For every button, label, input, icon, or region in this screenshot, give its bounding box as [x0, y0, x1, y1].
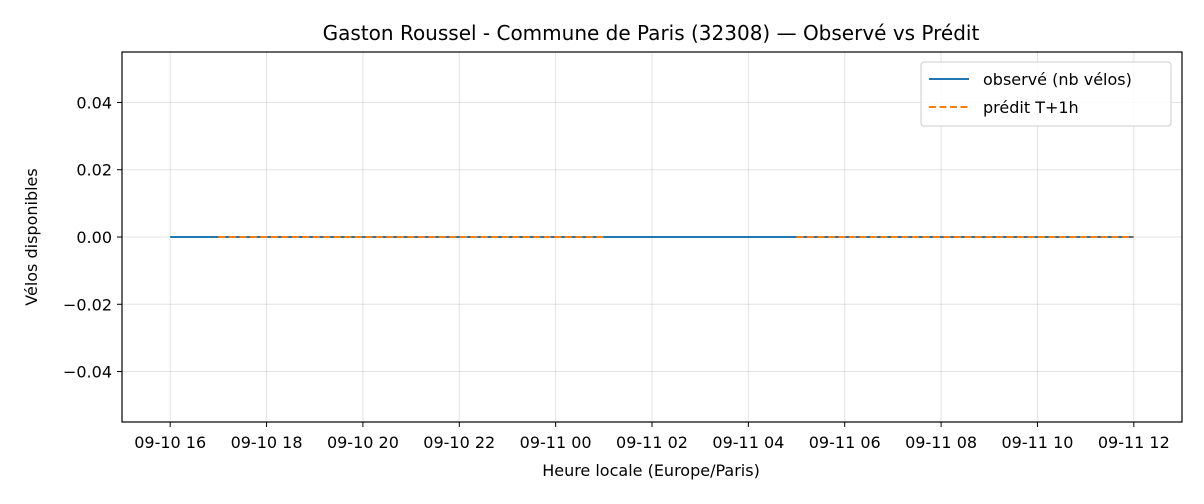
x-tick-label: 09-11 00	[520, 433, 592, 452]
x-tick-label: 09-10 20	[327, 433, 399, 452]
y-tick-label: 0.00	[76, 228, 112, 247]
y-axis-label: Vélos disponibles	[22, 168, 41, 305]
x-tick-label: 09-11 04	[712, 433, 784, 452]
y-axis: −0.04 −0.02 0.00 0.02 0.04	[63, 93, 122, 382]
y-tick-label: −0.02	[63, 295, 112, 314]
x-tick-label: 09-11 10	[1001, 433, 1073, 452]
legend-label-predicted: prédit T+1h	[983, 98, 1079, 117]
chart-title: Gaston Roussel - Commune de Paris (32308…	[323, 21, 980, 45]
x-axis-label: Heure locale (Europe/Paris)	[542, 461, 760, 480]
x-tick-label: 09-10 16	[134, 433, 206, 452]
x-tick-label: 09-10 18	[231, 433, 303, 452]
x-tick-label: 09-10 22	[423, 433, 495, 452]
y-tick-label: 0.02	[76, 161, 112, 180]
legend-label-observed: observé (nb vélos)	[983, 70, 1132, 89]
y-tick-label: 0.04	[76, 93, 112, 112]
legend: observé (nb vélos) prédit T+1h	[920, 61, 1172, 127]
x-tick-label: 09-11 02	[616, 433, 688, 452]
x-axis: 09-10 16 09-10 18 09-10 20 09-10 22 09-11 00…	[134, 422, 1170, 452]
legend-box	[920, 61, 1172, 127]
x-tick-label: 09-11 12	[1098, 433, 1170, 452]
y-tick-label: −0.04	[63, 363, 112, 382]
x-tick-label: 09-11 06	[809, 433, 881, 452]
x-tick-label: 09-11 08	[905, 433, 977, 452]
